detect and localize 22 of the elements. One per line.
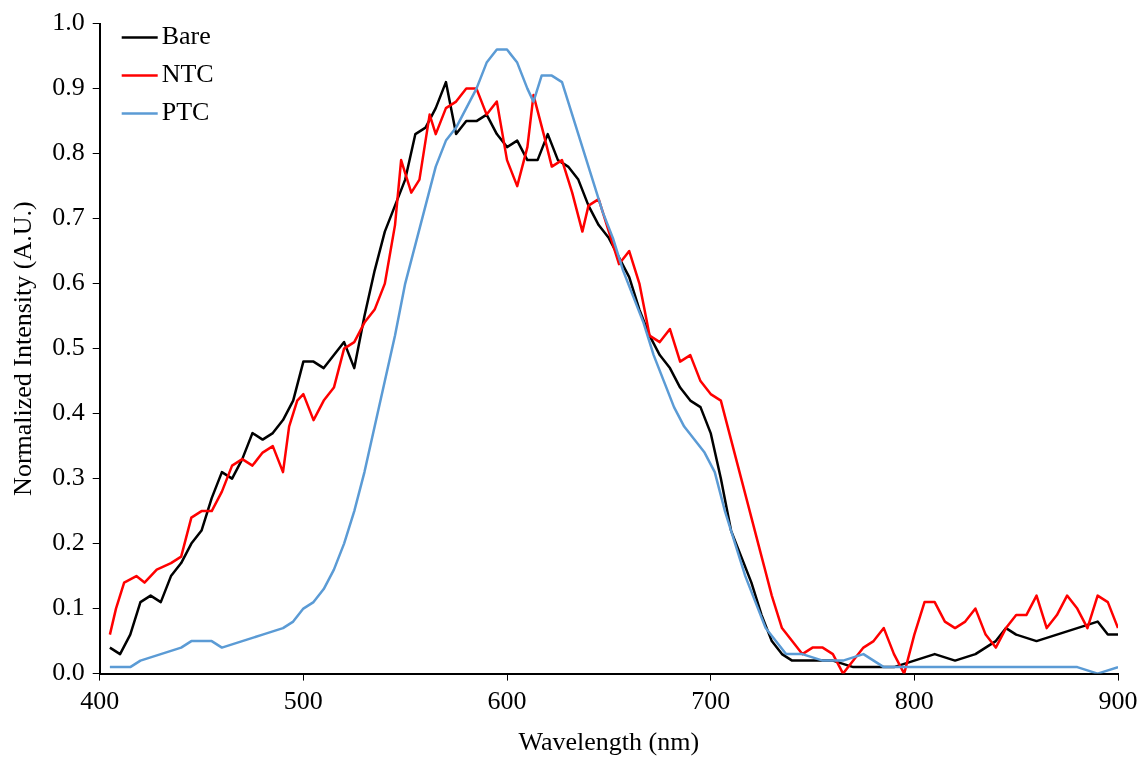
x-tick-label: 900 — [1098, 686, 1138, 716]
x-tick-label: 400 — [80, 686, 120, 716]
x-tick-label: 500 — [283, 686, 323, 716]
y-tick-label: 0.1 — [52, 592, 85, 622]
legend-label: PTC — [161, 97, 210, 127]
x-tick-label: 800 — [894, 686, 934, 716]
legend-label: Bare — [161, 21, 211, 51]
y-tick-label: 0.8 — [52, 137, 85, 167]
y-tick-label: 0.6 — [52, 267, 85, 297]
y-tick-label: 0.4 — [52, 397, 85, 427]
y-tick-label: 0.7 — [52, 202, 85, 232]
y-tick-label: 0.5 — [52, 332, 85, 362]
y-tick-label: 0.0 — [52, 657, 85, 687]
x-tick-label: 600 — [487, 686, 527, 716]
x-axis-title: Wavelength (nm) — [518, 727, 700, 757]
y-tick-label: 0.2 — [52, 527, 85, 557]
y-axis-title: Normalized Intensity (A.U.) — [8, 201, 38, 496]
y-tick-label: 0.9 — [52, 72, 85, 102]
y-tick-label: 1.0 — [52, 7, 85, 37]
x-tick-label: 700 — [691, 686, 731, 716]
legend-label: NTC — [161, 59, 214, 89]
y-tick-label: 0.3 — [52, 462, 85, 492]
